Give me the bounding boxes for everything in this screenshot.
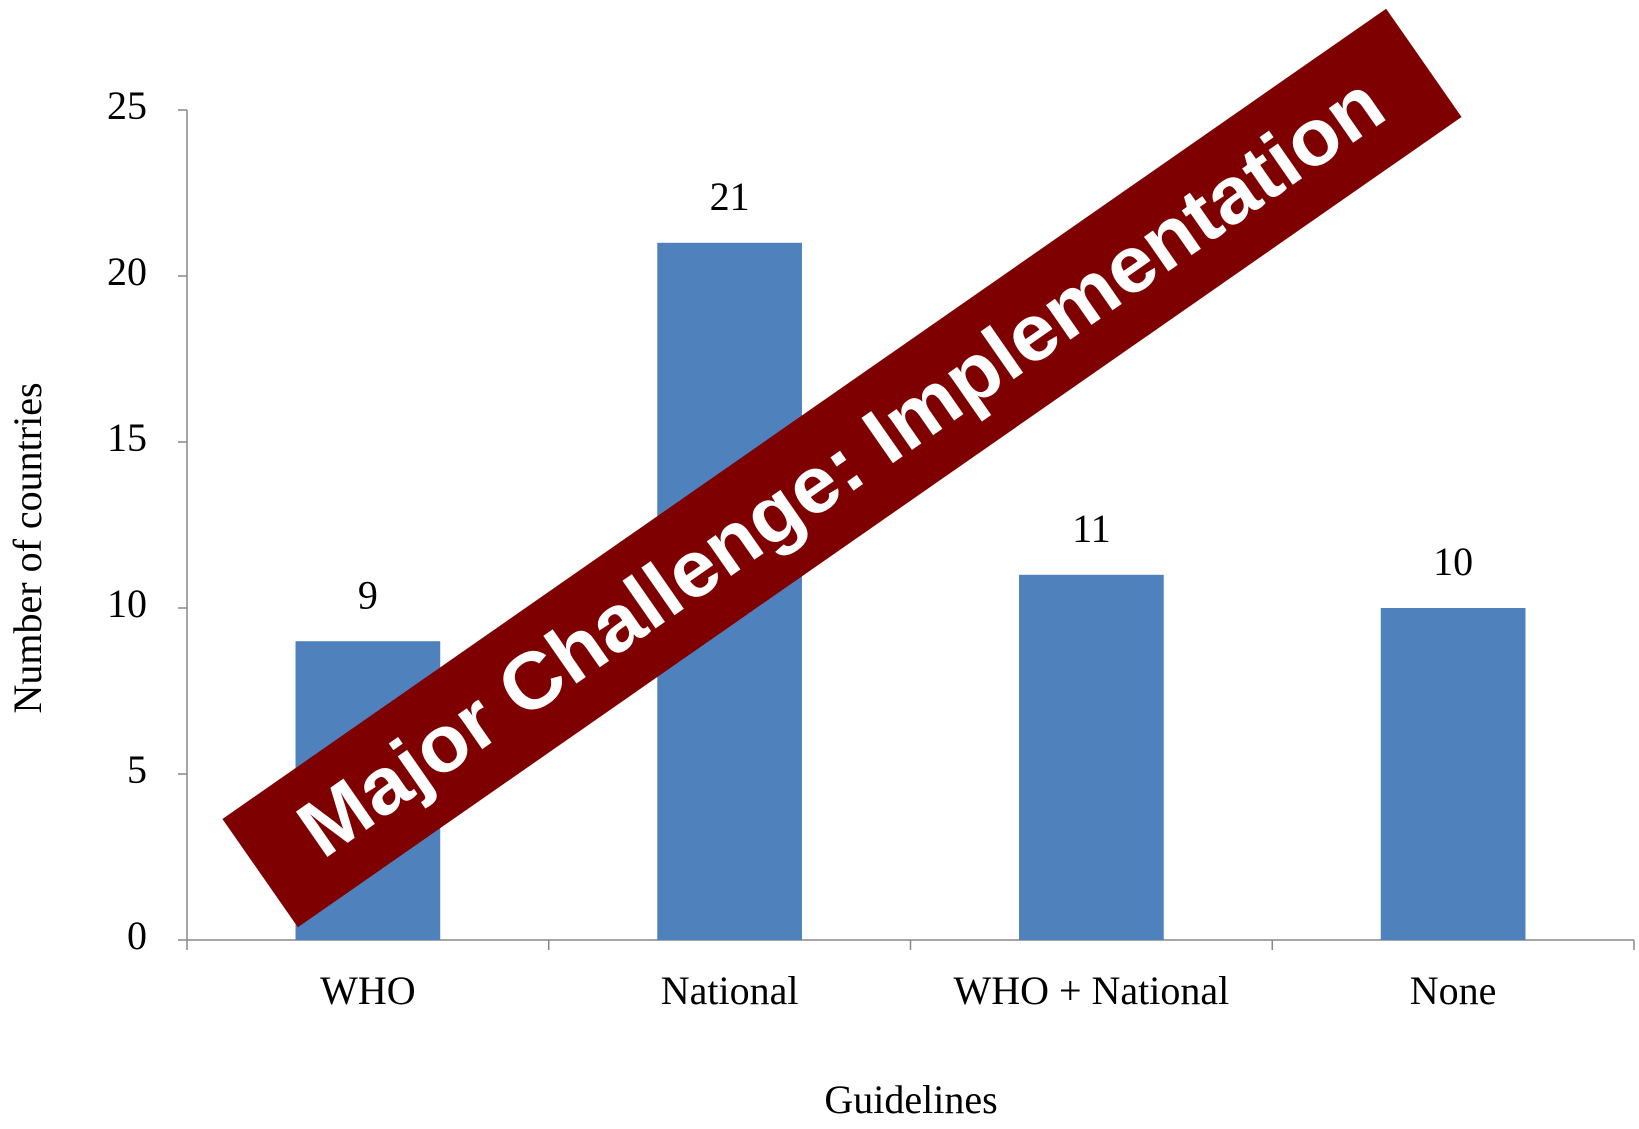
y-axis-title: Number of countries bbox=[5, 382, 50, 713]
y-tick-label: 5 bbox=[127, 747, 147, 792]
data-label: 10 bbox=[1433, 539, 1473, 584]
data-label: 11 bbox=[1072, 506, 1111, 551]
banner-background bbox=[222, 8, 1462, 928]
y-tick-label: 25 bbox=[107, 83, 147, 128]
x-tick-label: None bbox=[1410, 968, 1497, 1013]
data-label: 21 bbox=[710, 174, 750, 219]
y-tick-label: 20 bbox=[107, 249, 147, 294]
bar bbox=[1380, 608, 1526, 940]
x-tick-label: WHO + National bbox=[953, 968, 1229, 1013]
annotation: Major Challenge: Implementation bbox=[282, 58, 1400, 874]
data-label: 9 bbox=[358, 572, 378, 617]
y-tick-label: 10 bbox=[107, 581, 147, 626]
x-axis-title: Guidelines bbox=[824, 1077, 997, 1122]
annotation-banner: Major Challenge: Implementation bbox=[222, 8, 1462, 928]
y-tick-label: 15 bbox=[107, 415, 147, 460]
y-tick-label: 0 bbox=[127, 913, 147, 958]
bar bbox=[1019, 574, 1164, 940]
x-tick-label: National bbox=[661, 968, 799, 1013]
x-tick-label: WHO bbox=[320, 968, 416, 1013]
